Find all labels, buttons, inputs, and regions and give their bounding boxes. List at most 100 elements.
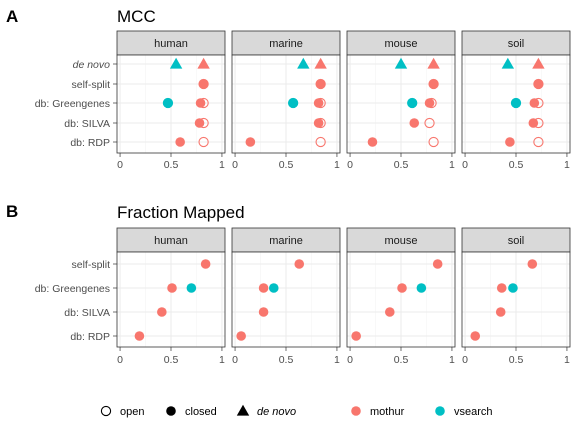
facet-label: soil <box>508 235 525 247</box>
point-vsearch-de-novo-de-novo <box>501 57 515 69</box>
facet-strip <box>116 30 226 56</box>
facet-strip <box>231 227 341 253</box>
point-mothur-closed-db-rdp <box>505 137 515 147</box>
legend-item-closed: closed <box>166 406 217 418</box>
point-mothur-open-db-rdp <box>533 136 544 148</box>
chart-fraction-mapped: B Fraction Mapped self-split db: Greengenes… <box>6 202 571 366</box>
facet-strip <box>461 227 571 253</box>
x-tick-label: 1 <box>564 159 570 171</box>
point-mothur-open-db-rdp <box>315 136 326 148</box>
point-mothur-closed-db-greengenes <box>397 283 407 293</box>
legend-triangle-icon <box>236 404 250 416</box>
facet-label: human <box>154 235 188 247</box>
y-tick-label: db: Greengenes <box>35 98 110 110</box>
point-mothur-closed-db-silva <box>528 118 539 128</box>
point-mothur-closed-db-greengenes <box>195 98 206 108</box>
x-tick-label: 0 <box>347 159 353 171</box>
point-vsearch-closed-db-greengenes <box>163 98 173 108</box>
point-mothur-closed-db-greengenes <box>167 283 177 293</box>
point-mothur-closed-db-silva <box>194 118 205 128</box>
facet-label: marine <box>269 38 303 50</box>
facet-strip <box>346 227 456 253</box>
point-mothur-closed-self-split <box>432 259 443 269</box>
facet-soil: soil 0 0.5 1 <box>461 30 571 171</box>
y-tick-label: self-split <box>71 79 110 91</box>
point-mothur-closed-db-silva <box>157 307 167 317</box>
legend-label: vsearch <box>454 406 493 418</box>
x-tick-label: 0.5 <box>394 159 409 171</box>
point-mothur-closed-db-rdp <box>236 331 246 341</box>
facet-strip <box>461 30 571 56</box>
x-tick-label: 0.5 <box>164 354 179 366</box>
facet-label: mouse <box>384 235 417 247</box>
point-mothur-closed-db-greengenes <box>529 98 540 108</box>
y-tick-label: db: RDP <box>70 331 110 343</box>
point-mothur-closed-self-split <box>527 259 538 269</box>
point-mothur-closed-db-rdp <box>470 331 481 341</box>
legend-color-swatch <box>435 406 445 416</box>
point-mothur-open-db-silva <box>424 117 435 129</box>
point-mothur-open-db-rdp <box>198 136 209 148</box>
x-tick-label: 0.5 <box>164 159 179 171</box>
point-mothur-closed-self-split <box>198 79 209 89</box>
point-mothur-closed-self-split <box>315 79 326 89</box>
facet-label: mouse <box>384 38 417 50</box>
facet-strip <box>116 227 226 253</box>
chart-title: MCC <box>117 7 156 26</box>
y-tick-label: de novo <box>73 59 111 71</box>
x-tick-label: 0 <box>117 159 123 171</box>
x-tick-label: 1 <box>219 159 225 171</box>
legend-color-swatch <box>351 406 361 416</box>
point-mothur-closed-db-greengenes <box>258 283 269 293</box>
point-vsearch-closed-db-greengenes <box>407 98 418 108</box>
point-mothur-de-novo-de-novo <box>314 57 327 69</box>
point-mothur-closed-db-rdp <box>134 331 145 341</box>
panel-letter: A <box>6 7 18 26</box>
point-vsearch-de-novo-de-novo <box>394 57 408 69</box>
point-mothur-closed-self-split <box>200 259 211 269</box>
x-tick-label: 0.5 <box>279 159 294 171</box>
y-tick-label: db: SILVA <box>64 118 110 130</box>
point-mothur-closed-db-greengenes <box>424 98 435 108</box>
legend: open closed de novo mothur vsearch <box>100 404 493 418</box>
x-tick-label: 0 <box>347 354 353 366</box>
legend-item-vsearch: vsearch <box>435 406 493 418</box>
legend-label: mothur <box>370 406 405 418</box>
point-mothur-closed-db-rdp <box>175 137 185 147</box>
x-tick-label: 1 <box>449 159 455 171</box>
x-tick-label: 1 <box>449 354 455 366</box>
facet-human: human 0 0.5 1 <box>116 227 226 366</box>
facet-mouse: mouse 0 0.5 1 <box>346 227 456 366</box>
facet-soil: soil 0 0.5 1 <box>461 227 571 366</box>
facet-mouse: mouse 0 0.5 1 <box>346 30 456 171</box>
point-mothur-closed-db-silva <box>409 118 420 128</box>
point-mothur-closed-self-split <box>533 79 544 89</box>
x-tick-label: 1 <box>219 354 225 366</box>
point-mothur-closed-db-greengenes <box>496 283 507 293</box>
facet-label: soil <box>508 38 525 50</box>
point-mothur-closed-self-split <box>294 259 305 269</box>
x-tick-label: 0.5 <box>509 354 524 366</box>
point-vsearch-closed-db-greengenes <box>288 98 298 108</box>
facet-marine: marine 0 0.5 1 <box>231 30 341 171</box>
legend-label: closed <box>185 406 217 418</box>
y-tick-label: db: Greengenes <box>35 283 110 295</box>
x-tick-label: 0 <box>462 159 468 171</box>
x-tick-label: 0.5 <box>394 354 409 366</box>
legend-item-mothur: mothur <box>351 406 405 418</box>
point-vsearch-closed-db-greengenes <box>508 283 518 293</box>
point-mothur-closed-self-split <box>428 79 439 89</box>
point-vsearch-de-novo-de-novo <box>297 57 310 69</box>
facet-strip <box>346 30 456 56</box>
point-mothur-closed-db-silva <box>495 307 506 317</box>
y-tick-label: db: SILVA <box>64 307 110 319</box>
x-tick-label: 0.5 <box>279 354 294 366</box>
x-tick-label: 0.5 <box>509 159 524 171</box>
legend-item-open: open <box>100 405 144 418</box>
x-tick-label: 1 <box>334 354 340 366</box>
point-mothur-de-novo-de-novo <box>427 57 440 69</box>
point-mothur-closed-db-silva <box>384 307 395 317</box>
legend-label: de novo <box>257 406 296 418</box>
point-vsearch-closed-db-greengenes <box>511 98 521 108</box>
x-tick-label: 0 <box>462 354 468 366</box>
